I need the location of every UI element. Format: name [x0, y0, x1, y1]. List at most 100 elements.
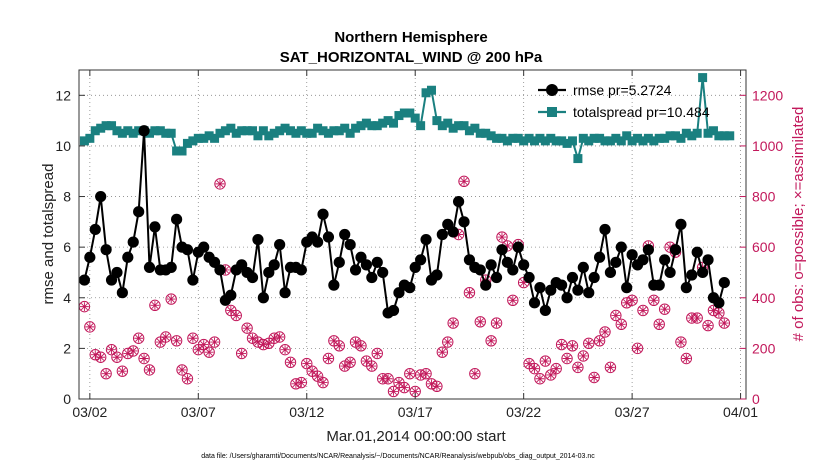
obs-assimilated-point	[237, 349, 247, 358]
obs-assimilated-point	[275, 332, 285, 342]
totalspread-point	[725, 131, 735, 141]
obs-assimilated-point	[177, 365, 187, 375]
obs-assimilated-point	[562, 354, 572, 363]
obs-assimilated-point	[546, 370, 556, 380]
rmse-point	[512, 241, 524, 253]
totalspread-point	[486, 131, 496, 141]
obs-assimilated-point	[139, 354, 149, 363]
rmse-point	[577, 261, 589, 273]
obs-assimilated-point	[80, 302, 89, 312]
obs-assimilated-point	[378, 374, 388, 384]
obs-possible-point	[116, 365, 129, 377]
obs-possible-point	[187, 332, 199, 344]
rmse-point	[339, 228, 351, 241]
x-tick-label: 03/22	[506, 404, 541, 420]
obs-assimilated-point	[573, 362, 583, 372]
totalspread-point	[199, 133, 209, 143]
rmse-point	[279, 287, 291, 299]
obs-assimilated-point	[128, 346, 138, 356]
obs-assimilated-point	[264, 338, 274, 348]
axes-layer: 03/02 03/07 03/12 03/17 03/22 03/27 04/0102468…	[55, 70, 783, 420]
rmse-point	[225, 289, 237, 301]
totalspread-point	[665, 131, 675, 141]
obs-assimilated-point	[318, 378, 328, 387]
totalspread-point	[470, 123, 480, 133]
obs-possible-point	[458, 175, 470, 188]
obs-assimilated-point	[383, 374, 393, 384]
obs-possible-point	[404, 367, 416, 380]
obs-assimilated-point	[286, 357, 295, 367]
obs-assimilated-point	[188, 333, 198, 343]
obs-possible-point	[648, 294, 660, 306]
rmse-point	[420, 233, 432, 246]
obs-assimilated-point	[530, 364, 539, 374]
obs-possible-point	[198, 338, 210, 351]
totalspread-point	[405, 108, 415, 118]
totalspread-point	[643, 133, 653, 143]
totalspread-point	[340, 123, 350, 133]
obs-assimilated-point	[437, 347, 447, 357]
obs-possible-point	[279, 343, 291, 356]
obs-possible-point	[485, 335, 497, 347]
totalspread-point	[285, 126, 295, 136]
y-axis-label: rmse and totalspread	[40, 164, 57, 305]
obs-possible-point	[214, 178, 226, 190]
totalspread-point	[502, 136, 512, 146]
rmse-point	[111, 266, 123, 279]
totalspread-point	[676, 133, 686, 143]
obs-assimilated-point	[486, 336, 496, 346]
obs-assimilated-point	[443, 337, 453, 347]
rmse-point	[122, 251, 134, 263]
obs-possible-point	[160, 331, 172, 343]
y2-tick-label: 0	[752, 391, 760, 407]
totalspread-point	[128, 128, 138, 138]
rmse-point	[415, 254, 427, 266]
obs-possible-point	[577, 350, 590, 362]
rmse-point	[149, 221, 161, 233]
rmse-point	[610, 256, 622, 268]
legend-spread-label: totalspread pr=10.484	[573, 104, 710, 120]
rmse-point	[84, 251, 96, 263]
rmse-point	[198, 241, 210, 253]
totalspread-point	[367, 121, 377, 131]
footnote: data file: /Users/gharamti/Documents/NCA…	[201, 453, 595, 460]
totalspread-point	[253, 131, 263, 141]
totalspread-point	[226, 123, 236, 133]
totalspread-point	[660, 133, 670, 143]
rmse-point	[95, 190, 107, 203]
totalspread-point	[654, 133, 664, 143]
obs-assimilated-point	[410, 387, 420, 396]
totalspread-point	[595, 133, 605, 143]
rmse-point	[496, 244, 508, 256]
obs-assimilated-point	[389, 387, 398, 396]
totalspread-point	[383, 116, 393, 126]
chart-subtitle: SAT_HORIZONTAL_WIND @ 200 hPa	[280, 49, 543, 66]
totalspread-point	[210, 133, 220, 143]
obs-assimilated-point	[172, 336, 182, 346]
legend: rmse pr=5.2724 totalspread pr=10.484	[538, 82, 710, 120]
totalspread-point	[492, 133, 502, 143]
rmse-point	[534, 282, 546, 294]
rmse-point	[523, 271, 535, 284]
obs-assimilated-point	[616, 319, 626, 329]
totalspread-point	[242, 126, 252, 136]
obs-possible-point	[230, 309, 242, 322]
obs-assimilated-point	[633, 343, 642, 353]
totalspread-point	[584, 136, 594, 146]
obs-possible-point	[534, 373, 546, 385]
totalspread-point	[671, 131, 681, 141]
totalspread-point	[416, 121, 426, 131]
totalspread-point	[719, 131, 729, 141]
obs-assimilated-point	[432, 381, 442, 391]
obs-assimilated-point	[454, 230, 463, 239]
obs-assimilated-point	[568, 341, 577, 351]
totalspread-point	[107, 121, 117, 131]
obs-possible-point	[366, 360, 378, 372]
obs-assimilated-point	[703, 321, 713, 331]
totalspread-point	[313, 123, 323, 133]
rmse-point	[458, 216, 470, 228]
y-tick-label: 6	[63, 239, 71, 255]
rmse-point	[377, 266, 389, 279]
totalspread-point	[85, 133, 95, 143]
totalspread-point	[188, 136, 198, 146]
